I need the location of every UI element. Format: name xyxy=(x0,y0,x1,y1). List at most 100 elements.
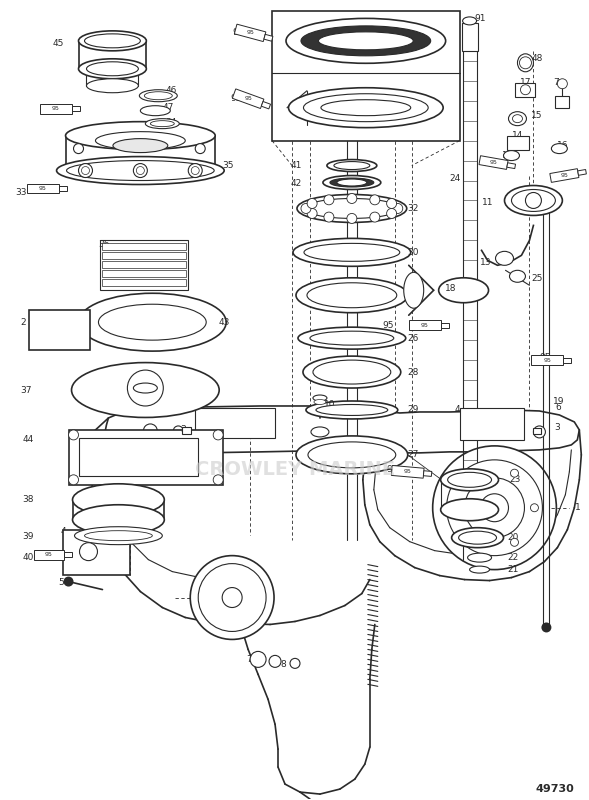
Circle shape xyxy=(307,209,317,218)
Ellipse shape xyxy=(301,26,431,56)
Ellipse shape xyxy=(75,526,163,545)
Text: 91: 91 xyxy=(475,14,486,23)
Ellipse shape xyxy=(298,327,406,349)
Polygon shape xyxy=(58,186,67,191)
Ellipse shape xyxy=(296,278,408,313)
Text: 95: 95 xyxy=(232,28,244,38)
Circle shape xyxy=(301,203,311,214)
Bar xyxy=(102,262,186,268)
Text: 27: 27 xyxy=(408,450,419,459)
Circle shape xyxy=(541,622,551,633)
Circle shape xyxy=(531,504,538,512)
Ellipse shape xyxy=(321,100,411,116)
Circle shape xyxy=(465,478,524,538)
Text: 23: 23 xyxy=(509,475,521,484)
Circle shape xyxy=(370,195,380,205)
Text: 39: 39 xyxy=(22,532,34,541)
Ellipse shape xyxy=(296,436,408,474)
Circle shape xyxy=(347,194,357,203)
Ellipse shape xyxy=(314,399,326,405)
Ellipse shape xyxy=(78,31,146,51)
Text: 24: 24 xyxy=(449,174,461,183)
Ellipse shape xyxy=(469,566,489,573)
Ellipse shape xyxy=(551,144,567,154)
Ellipse shape xyxy=(462,17,477,25)
Text: 25: 25 xyxy=(531,274,543,282)
Text: 29: 29 xyxy=(408,406,419,414)
Ellipse shape xyxy=(84,34,140,48)
Ellipse shape xyxy=(87,78,138,93)
Text: 14: 14 xyxy=(511,131,523,140)
Polygon shape xyxy=(232,89,264,109)
Ellipse shape xyxy=(289,88,443,128)
Text: 95: 95 xyxy=(560,173,568,178)
Ellipse shape xyxy=(286,18,446,63)
Circle shape xyxy=(481,494,508,522)
Text: 95: 95 xyxy=(52,106,59,111)
Polygon shape xyxy=(441,322,449,328)
Text: 3: 3 xyxy=(180,426,186,434)
Text: 33: 33 xyxy=(16,188,27,197)
Ellipse shape xyxy=(313,360,391,384)
Circle shape xyxy=(127,370,163,406)
Text: 32: 32 xyxy=(408,204,419,213)
Circle shape xyxy=(519,57,531,69)
Ellipse shape xyxy=(468,553,492,562)
Circle shape xyxy=(195,144,205,154)
Circle shape xyxy=(81,166,90,174)
Ellipse shape xyxy=(133,383,157,393)
Ellipse shape xyxy=(319,32,413,50)
Bar xyxy=(555,96,570,108)
Text: 47: 47 xyxy=(163,103,174,112)
Ellipse shape xyxy=(509,270,525,282)
Ellipse shape xyxy=(452,528,504,548)
Ellipse shape xyxy=(305,198,399,218)
Circle shape xyxy=(471,469,479,477)
Ellipse shape xyxy=(84,530,153,541)
Circle shape xyxy=(324,212,334,222)
Text: 30: 30 xyxy=(408,248,419,257)
Text: 7: 7 xyxy=(246,655,252,664)
Circle shape xyxy=(191,166,199,174)
Text: 7: 7 xyxy=(482,159,488,168)
Circle shape xyxy=(137,166,144,174)
Text: 40: 40 xyxy=(22,553,34,562)
Text: 48: 48 xyxy=(531,54,543,63)
Bar xyxy=(62,530,130,574)
Polygon shape xyxy=(71,106,80,111)
Circle shape xyxy=(451,504,459,512)
Circle shape xyxy=(386,198,396,209)
Text: 12: 12 xyxy=(557,96,569,106)
Text: 95: 95 xyxy=(386,466,398,474)
Ellipse shape xyxy=(144,92,173,100)
Bar xyxy=(78,438,198,476)
Text: 35: 35 xyxy=(222,161,234,170)
Ellipse shape xyxy=(72,484,164,516)
Text: 4: 4 xyxy=(61,527,66,536)
Ellipse shape xyxy=(303,356,401,388)
Bar xyxy=(102,252,186,259)
Text: 95: 95 xyxy=(382,321,394,330)
Circle shape xyxy=(446,460,542,556)
Text: 95: 95 xyxy=(41,104,52,113)
Circle shape xyxy=(386,209,396,218)
Ellipse shape xyxy=(78,294,226,351)
Ellipse shape xyxy=(439,278,488,302)
Polygon shape xyxy=(392,466,424,478)
Text: 37: 37 xyxy=(21,386,32,394)
Bar xyxy=(102,243,186,250)
Ellipse shape xyxy=(518,54,534,72)
Text: 34: 34 xyxy=(166,118,177,127)
Circle shape xyxy=(347,214,357,223)
Circle shape xyxy=(534,426,545,438)
Ellipse shape xyxy=(95,132,186,150)
Ellipse shape xyxy=(65,122,215,150)
Text: 5: 5 xyxy=(58,578,64,587)
Circle shape xyxy=(213,430,223,440)
Text: 28: 28 xyxy=(408,367,419,377)
Circle shape xyxy=(143,424,157,438)
Ellipse shape xyxy=(316,405,388,415)
Ellipse shape xyxy=(504,150,519,161)
Circle shape xyxy=(198,564,266,631)
Text: 8: 8 xyxy=(280,660,286,669)
